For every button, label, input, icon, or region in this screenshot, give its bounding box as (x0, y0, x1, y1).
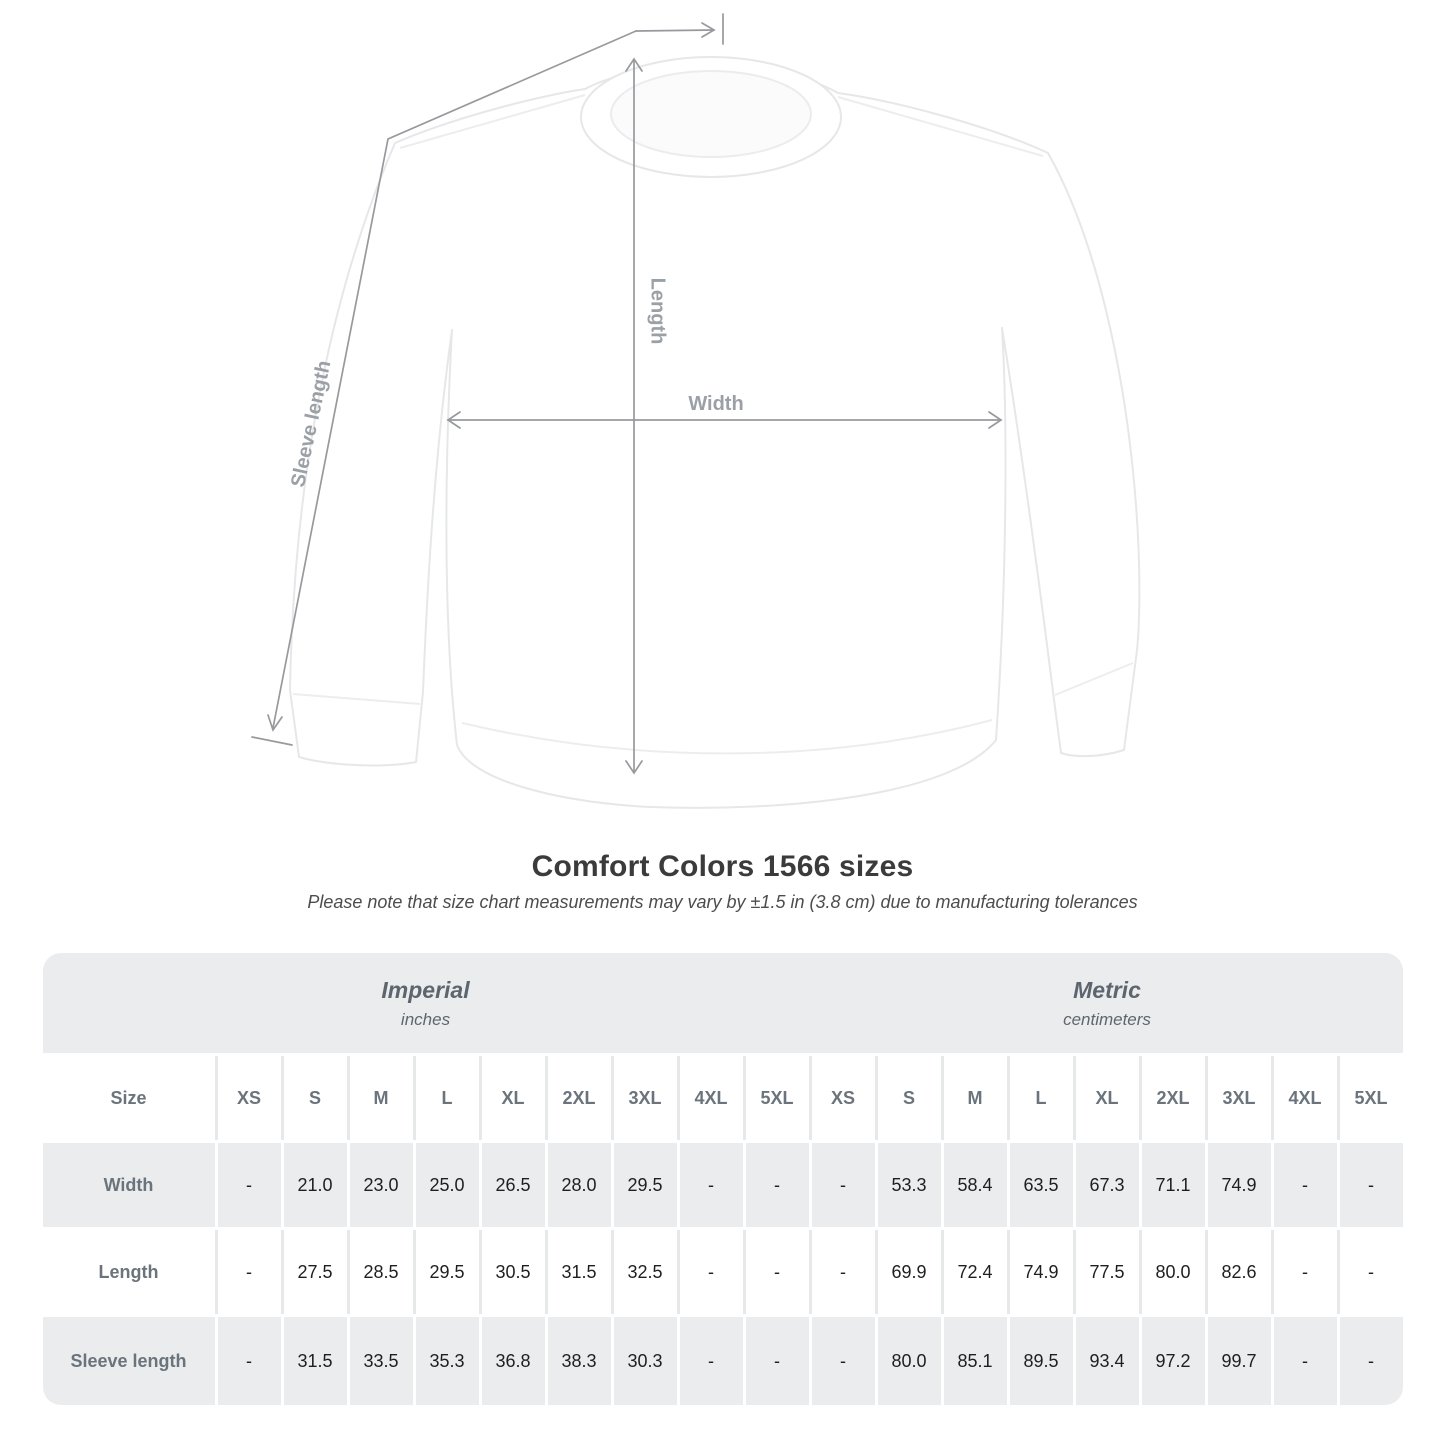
value-sleeve-length-8: - (745, 1317, 809, 1405)
value-length-6: 32.5 (613, 1230, 677, 1314)
value-length-14: 80.0 (1141, 1230, 1205, 1314)
sweatshirt-seams (292, 94, 1134, 755)
value-length-9: - (811, 1230, 875, 1314)
value-width-5: 28.0 (547, 1143, 611, 1227)
row-label-width: Width (42, 1143, 215, 1227)
sweatshirt-outline (289, 64, 1141, 809)
value-sleeve-length-16: - (1273, 1317, 1337, 1405)
size-header-imperial-2xl: 2XL (547, 1056, 611, 1140)
measurement-lines (251, 13, 1003, 775)
value-width-1: 21.0 (283, 1143, 347, 1227)
value-width-4: 26.5 (481, 1143, 545, 1227)
row-label-sleeve-length: Sleeve length (42, 1317, 215, 1405)
metric-title: Metric (1073, 976, 1141, 1003)
width-label: Width (688, 393, 743, 415)
value-sleeve-length-3: 35.3 (415, 1317, 479, 1405)
value-width-15: 74.9 (1207, 1143, 1271, 1227)
value-length-3: 29.5 (415, 1230, 479, 1314)
value-length-8: - (745, 1230, 809, 1314)
value-length-15: 82.6 (1207, 1230, 1271, 1314)
value-sleeve-length-14: 97.2 (1141, 1317, 1205, 1405)
row-label-length: Length (42, 1230, 215, 1314)
size-header-metric-m: M (943, 1056, 1007, 1140)
size-header-imperial-l: L (415, 1056, 479, 1140)
value-width-16: - (1273, 1143, 1337, 1227)
size-header-imperial-3xl: 3XL (613, 1056, 677, 1140)
size-header-metric-2xl: 2XL (1141, 1056, 1205, 1140)
size-header-metric-s: S (877, 1056, 941, 1140)
value-sleeve-length-1: 31.5 (283, 1317, 347, 1405)
value-width-2: 23.0 (349, 1143, 413, 1227)
value-sleeve-length-17: - (1339, 1317, 1403, 1405)
value-length-5: 31.5 (547, 1230, 611, 1314)
size-header-metric-4xl: 4XL (1273, 1056, 1337, 1140)
unit-header-imperial: Imperial inches (42, 953, 809, 1053)
value-length-10: 69.9 (877, 1230, 941, 1314)
value-length-2: 28.5 (349, 1230, 413, 1314)
value-width-12: 63.5 (1009, 1143, 1073, 1227)
value-length-7: - (679, 1230, 743, 1314)
value-sleeve-length-2: 33.5 (349, 1317, 413, 1405)
imperial-title: Imperial (381, 976, 470, 1003)
value-length-12: 74.9 (1009, 1230, 1073, 1314)
size-header-metric-xs: XS (811, 1056, 875, 1140)
value-sleeve-length-7: - (679, 1317, 743, 1405)
value-sleeve-length-12: 89.5 (1009, 1317, 1073, 1405)
sleeve-length-arrow (251, 13, 724, 746)
size-header-metric-xl: XL (1075, 1056, 1139, 1140)
size-header-metric-5xl: 5XL (1339, 1056, 1403, 1140)
value-width-11: 58.4 (943, 1143, 1007, 1227)
value-sleeve-length-10: 80.0 (877, 1317, 941, 1405)
size-header-imperial-5xl: 5XL (745, 1056, 809, 1140)
value-width-14: 71.1 (1141, 1143, 1205, 1227)
value-width-7: - (679, 1143, 743, 1227)
size-header-imperial-s: S (283, 1056, 347, 1140)
collar-inner (610, 70, 812, 158)
sweatshirt-diagram: Length Width Sleeve length (251, 13, 1141, 809)
value-length-1: 27.5 (283, 1230, 347, 1314)
value-length-13: 77.5 (1075, 1230, 1139, 1314)
width-arrow (446, 411, 1003, 429)
value-sleeve-length-9: - (811, 1317, 875, 1405)
value-length-0: - (217, 1230, 281, 1314)
value-length-11: 72.4 (943, 1230, 1007, 1314)
title-block: Comfort Colors 1566 sizes Please note th… (0, 850, 1445, 913)
tolerance-note: Please note that size chart measurements… (307, 892, 1138, 912)
size-header-imperial-m: M (349, 1056, 413, 1140)
value-sleeve-length-11: 85.1 (943, 1317, 1007, 1405)
size-header-imperial-4xl: 4XL (679, 1056, 743, 1140)
size-header-metric-l: L (1009, 1056, 1073, 1140)
value-sleeve-length-4: 36.8 (481, 1317, 545, 1405)
length-arrow (625, 57, 643, 775)
page-title: Comfort Colors 1566 sizes (531, 850, 914, 883)
size-column-header: Size (42, 1056, 215, 1140)
value-width-17: - (1339, 1143, 1403, 1227)
value-length-17: - (1339, 1230, 1403, 1314)
size-table: Imperial inches Metric centimeters Size XS S M L… (42, 953, 1403, 1405)
value-sleeve-length-15: 99.7 (1207, 1317, 1271, 1405)
value-width-13: 67.3 (1075, 1143, 1139, 1227)
size-header-imperial-xl: XL (481, 1056, 545, 1140)
length-label: Length (647, 278, 669, 345)
value-width-9: - (811, 1143, 875, 1227)
value-sleeve-length-6: 30.3 (613, 1317, 677, 1405)
size-header-imperial-xs: XS (217, 1056, 281, 1140)
value-width-10: 53.3 (877, 1143, 941, 1227)
size-header-metric-3xl: 3XL (1207, 1056, 1271, 1140)
value-sleeve-length-5: 38.3 (547, 1317, 611, 1405)
value-width-8: - (745, 1143, 809, 1227)
sweatshirt-illustration: Length Width Sleeve length (251, 13, 1141, 809)
value-length-4: 30.5 (481, 1230, 545, 1314)
value-length-16: - (1273, 1230, 1337, 1314)
metric-subtitle: centimeters (1063, 1009, 1151, 1029)
value-width-3: 25.0 (415, 1143, 479, 1227)
imperial-subtitle: inches (400, 1009, 451, 1029)
value-width-6: 29.5 (613, 1143, 677, 1227)
value-sleeve-length-13: 93.4 (1075, 1317, 1139, 1405)
value-sleeve-length-0: - (217, 1317, 281, 1405)
value-width-0: - (217, 1143, 281, 1227)
sweatshirt-body (289, 56, 1141, 809)
unit-header-metric: Metric centimeters (811, 953, 1403, 1053)
